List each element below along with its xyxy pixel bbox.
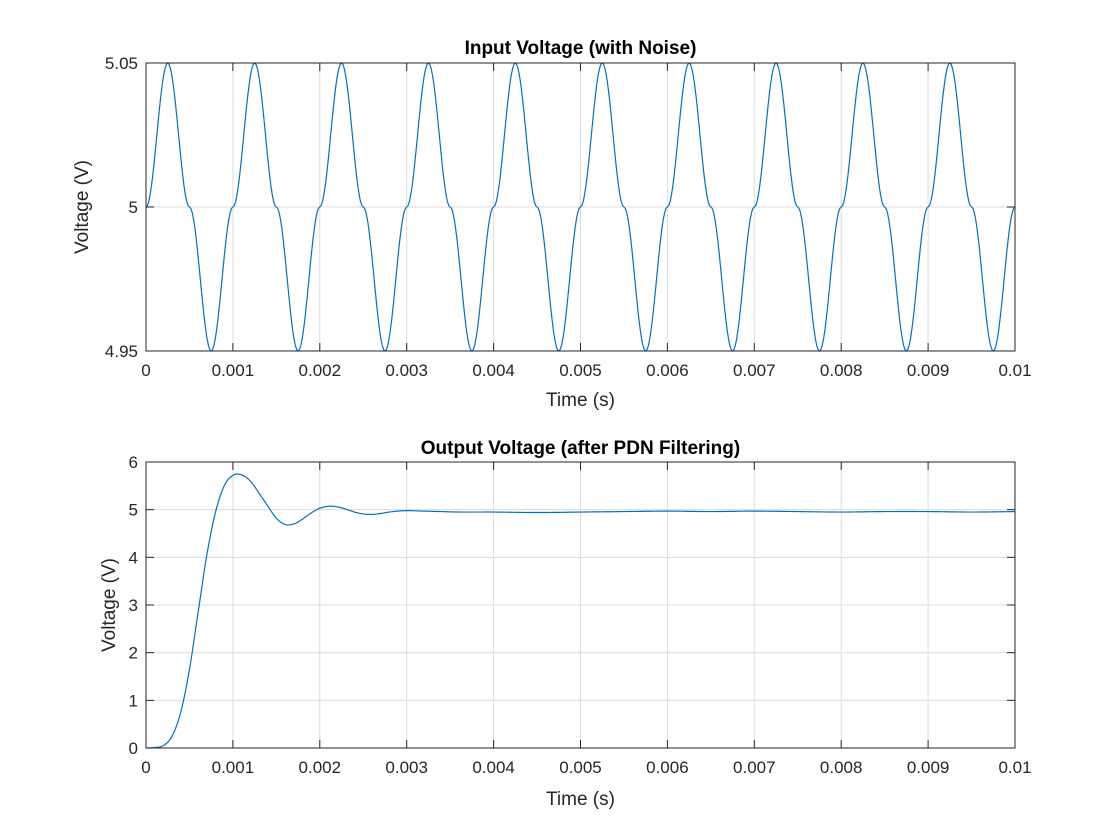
output-x-tick-label: 0: [141, 758, 150, 777]
output-x-tick-label: 0.01: [998, 758, 1031, 777]
input-x-tick-label: 0.007: [733, 361, 776, 380]
input-x-tick-label: 0.008: [820, 361, 863, 380]
input-voltage-plot: 0 0.001 0.002 0.003 0.004 0.005 0.006 0.007 0.00…: [72, 38, 1032, 411]
output-voltage-series-line: [145, 473, 1016, 749]
input-y-tick-label: 5: [129, 198, 138, 217]
output-y-tick-label: 4: [129, 548, 138, 567]
output-voltage-plot: 0 0.001 0.002 0.003 0.004 0.005 0.006 0.007 0.00…: [99, 438, 1032, 810]
output-x-tick-label: 0.007: [733, 758, 776, 777]
input-x-tick-label: 0: [141, 361, 150, 380]
input-plot-title: Input Voltage (with Noise): [465, 38, 697, 59]
output-y-axis-label: Voltage (V): [99, 558, 120, 652]
input-x-tick-label: 0.001: [212, 361, 255, 380]
input-y-tick-label: 4.95: [105, 342, 138, 361]
input-voltage-series-line: [145, 62, 1016, 352]
output-x-axis-label: Time (s): [546, 789, 615, 810]
input-x-tick-label: 0.002: [299, 361, 342, 380]
input-x-tick-label: 0.009: [907, 361, 950, 380]
output-y-tick-label: 5: [129, 501, 138, 520]
output-x-tick-label: 0.006: [646, 758, 689, 777]
input-x-tick-label: 0.003: [385, 361, 428, 380]
output-x-tick-label: 0.009: [907, 758, 950, 777]
output-x-tick-label: 0.003: [385, 758, 428, 777]
output-x-tick-label: 0.005: [559, 758, 602, 777]
output-y-tick-label: 3: [129, 596, 138, 615]
input-x-tick-label: 0.006: [646, 361, 689, 380]
output-y-tick-label: 6: [129, 453, 138, 472]
output-x-tick-label: 0.004: [472, 758, 515, 777]
output-ticks: 0 0.001 0.002 0.003 0.004 0.005 0.006 0.007 0.00…: [129, 453, 1032, 777]
input-y-axis-label: Voltage (V): [72, 160, 93, 254]
input-y-tick-label: 5.05: [105, 54, 138, 73]
input-x-tick-label: 0.005: [559, 361, 602, 380]
output-plot-title: Output Voltage (after PDN Filtering): [421, 438, 740, 459]
input-x-tick-label: 0.004: [472, 361, 515, 380]
input-ticks: 0 0.001 0.002 0.003 0.004 0.005 0.006 0.007 0.00…: [105, 54, 1032, 380]
output-y-tick-label: 0: [129, 739, 138, 758]
input-x-tick-label: 0.01: [998, 361, 1031, 380]
input-x-axis-label: Time (s): [546, 390, 615, 411]
output-x-tick-label: 0.008: [820, 758, 863, 777]
output-x-tick-label: 0.001: [212, 758, 255, 777]
output-x-tick-label: 0.002: [299, 758, 342, 777]
output-y-tick-label: 1: [129, 691, 138, 710]
output-y-tick-label: 2: [129, 644, 138, 663]
